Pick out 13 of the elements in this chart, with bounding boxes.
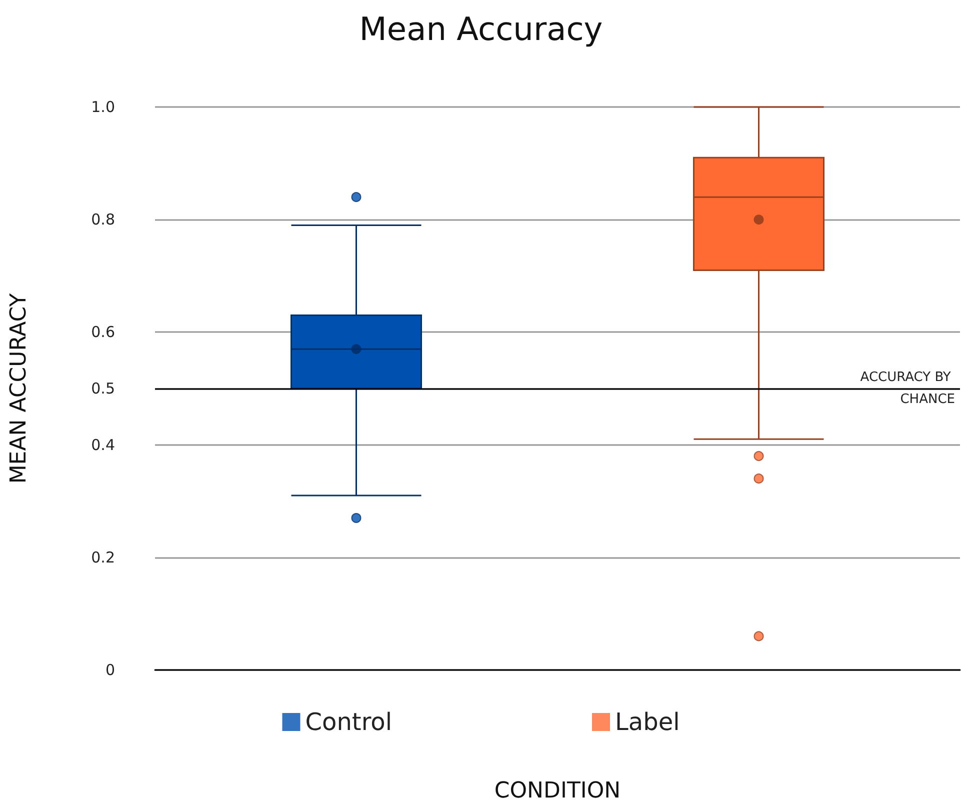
y-tick-label: 1.0 — [91, 98, 115, 116]
y-tick-label: 0.8 — [91, 210, 115, 229]
legend-label: Control — [305, 708, 392, 736]
ref-line-label: ACCURACY BY CHANCE — [860, 370, 955, 407]
y-tick-label: 0 — [105, 661, 115, 679]
chart-title: Mean Accuracy — [359, 10, 603, 48]
x-axis-title: CONDITION — [494, 778, 621, 804]
y-tick-label: 0.2 — [91, 548, 115, 566]
legend-label: Label — [615, 708, 680, 736]
y-tick-label: 0.5 — [91, 380, 115, 398]
y-tick-label: 0.6 — [91, 323, 115, 342]
y-tick-label: 0.4 — [91, 436, 115, 454]
y-axis-title: MEAN ACCURACY — [6, 292, 32, 484]
